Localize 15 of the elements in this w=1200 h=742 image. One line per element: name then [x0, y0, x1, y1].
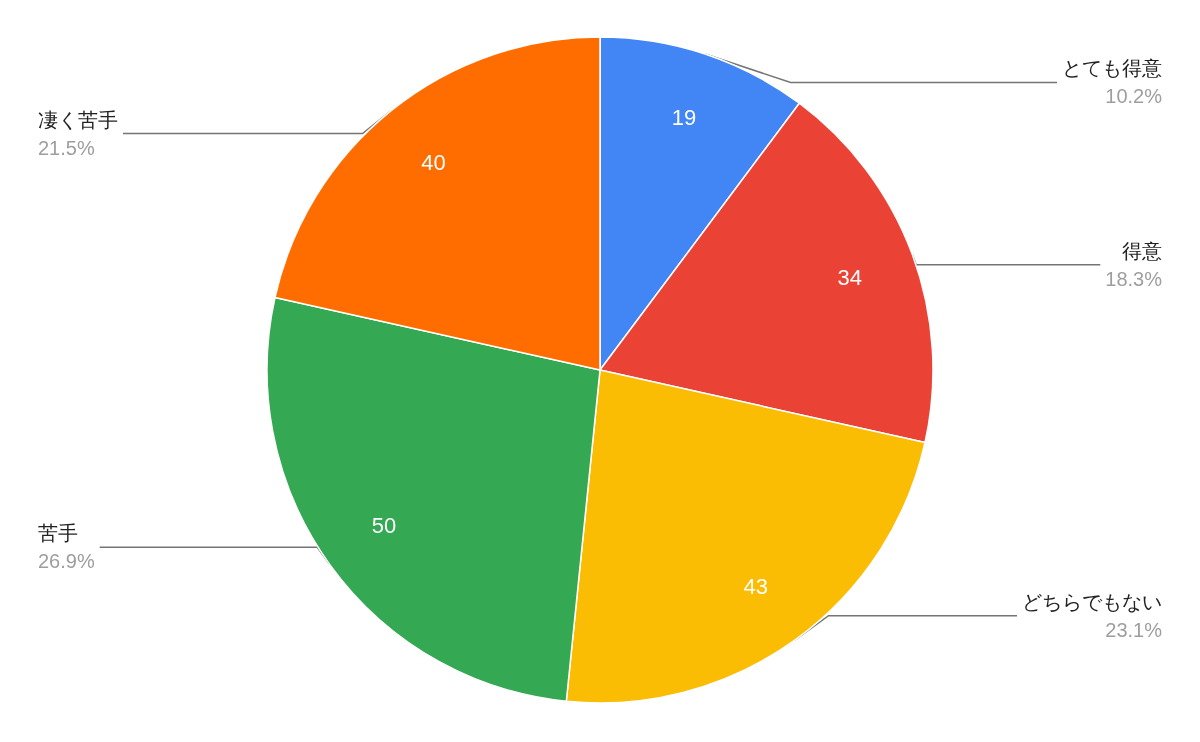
slice-label: どちらでもない [1022, 590, 1162, 613]
text: 10.2% [1105, 85, 1163, 108]
text: 21.5% [38, 136, 95, 159]
text: 26.9% [38, 550, 95, 573]
slice-label: 得意 [1122, 239, 1162, 262]
text: 18.3% [1105, 267, 1163, 290]
slice-label: 苦手 [38, 522, 78, 545]
slice-label: 凄く苦手 [38, 108, 118, 131]
data-label: 34 [837, 264, 863, 290]
slice-label: とても得意 [1062, 57, 1162, 80]
text: 23.1% [1105, 618, 1163, 641]
data-label: 50 [371, 513, 397, 539]
data-label: 43 [743, 573, 769, 599]
data-label: 19 [671, 104, 697, 130]
data-label: 40 [421, 149, 446, 175]
